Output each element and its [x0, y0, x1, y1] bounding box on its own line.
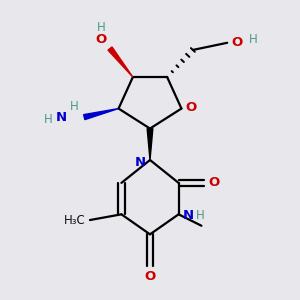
Text: O: O: [186, 100, 197, 114]
Text: H: H: [70, 100, 79, 113]
Text: H: H: [44, 113, 53, 127]
Polygon shape: [108, 47, 133, 77]
Text: N: N: [56, 111, 67, 124]
Text: O: O: [208, 176, 220, 189]
Text: O: O: [96, 33, 107, 46]
Text: H₃C: H₃C: [64, 214, 86, 226]
Text: O: O: [232, 36, 243, 49]
Polygon shape: [84, 109, 118, 120]
Text: N: N: [183, 209, 194, 222]
Text: N: N: [135, 156, 146, 170]
Text: O: O: [144, 270, 156, 283]
Polygon shape: [147, 129, 153, 160]
Text: H: H: [196, 209, 205, 222]
Text: H: H: [97, 21, 106, 34]
Text: H: H: [249, 33, 257, 46]
